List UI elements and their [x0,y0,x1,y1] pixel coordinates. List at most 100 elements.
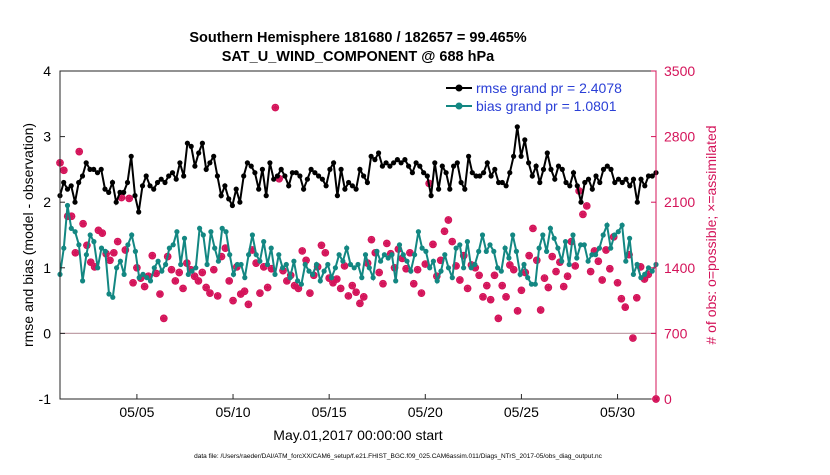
bias-point [140,271,146,277]
bias-point [234,261,240,268]
rmse-point [406,163,412,169]
bias-point [178,261,184,268]
rmse-point [507,170,513,176]
bias-point [370,275,376,281]
bias-point [536,245,542,251]
bias-point [280,265,286,271]
rmse-point [173,176,179,182]
rmse-point [218,193,224,199]
bias-point [532,281,538,287]
bias-point [366,265,372,271]
rmse-point [68,183,74,189]
obs-assimilated-marker [613,279,622,287]
rmse-point [248,163,254,169]
bias-point [204,261,210,268]
x-tick-label: 05/20 [408,404,443,420]
obs-assimilated-marker [421,260,429,268]
bias-point [645,265,652,271]
rmse-point [570,170,577,176]
rmse-point [98,166,104,172]
obs-assimilated-marker [252,259,260,267]
bias-point [487,242,493,248]
obs-assimilated-marker [463,284,472,293]
y-right-tick-label: 0 [664,391,672,407]
rmse-point [256,186,262,192]
bias-point [434,278,440,284]
rmse-point [488,173,494,179]
bias-point [642,271,648,277]
obs-assimilated-marker [617,295,625,303]
rmse-point [162,179,168,186]
bias-point [528,281,535,287]
bias-point [510,232,516,238]
rmse-point [177,160,183,166]
obs-assimilated-marker [640,275,649,283]
obs-assimilated-marker [210,266,218,274]
obs-assimilated-marker [267,265,276,273]
bias-point [329,275,335,281]
obs-assimilated-marker [237,290,245,298]
obs-assimilated-marker [321,249,329,257]
bias-point [562,239,569,245]
bias-point [91,239,97,245]
rmse-point [282,173,288,179]
obs-assimilated-marker [625,251,633,259]
rmse-point [94,170,101,176]
obs-assimilated-marker [525,252,533,260]
bias-point [151,265,157,271]
rmse-point [518,153,524,159]
bias-point [253,252,259,258]
bias-point [246,252,252,258]
y-right-tick-label: 700 [664,325,688,341]
obs-assimilated-marker [629,334,637,342]
bias-point [627,235,633,241]
bias-point [219,225,225,231]
obs-assimilated-marker [125,194,133,203]
rmse-point [274,173,280,179]
rmse-point [87,166,93,172]
obs-assimilated-marker [198,268,206,277]
rmse-point [398,160,404,166]
obs-assimilated-marker [417,289,426,297]
obs-assimilated-marker [502,293,510,301]
obs-assimilated-marker [148,252,156,260]
bias-point [129,232,135,238]
bias-point [517,271,523,277]
rmse-point [600,166,607,172]
obs-assimilated-marker [225,277,233,285]
bias-point [125,242,131,248]
rmse-point [147,183,153,189]
rmse-series-layer [57,124,659,215]
y-right-tick-label: 2800 [664,129,695,145]
obs-assimilated-marker [94,226,103,234]
rmse-point [169,170,176,176]
bias-point [238,261,244,268]
bias-point [461,265,467,271]
bias-point [498,268,504,274]
rmse-point [642,183,648,189]
obs-assimilated-marker [121,246,129,254]
rmse-point [64,186,71,192]
rmse-point [121,189,127,195]
rmse-point [346,179,352,186]
rmse-point [555,163,562,169]
obs-assimilated-marker [71,249,79,257]
bias-point [163,261,169,268]
rmse-point [439,163,445,169]
rmse-point [222,183,228,189]
obs-assimilated-marker [333,275,341,283]
bias-point [604,222,610,228]
rmse-point [537,179,543,186]
obs-assimilated-marker [448,237,456,246]
bias-point [344,245,350,251]
obs-assimilated-marker [344,292,352,300]
x-axis-label: May.01,2017 00:00:00 start [273,427,443,443]
obs-assimilated-marker [110,249,118,257]
obs-assimilated-marker [129,279,137,287]
bias-series-layer [57,202,659,300]
rmse-point [166,173,172,179]
obs-assimilated-marker [60,166,68,174]
rmse-point [544,150,550,156]
bias-point [197,225,203,231]
obs-assimilated-marker [479,293,487,301]
